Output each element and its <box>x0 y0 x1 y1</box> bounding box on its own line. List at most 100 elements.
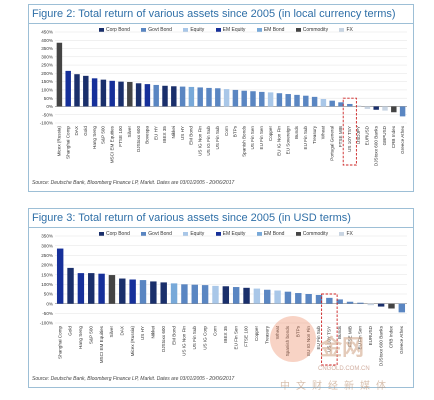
legend-swatch <box>99 27 104 32</box>
bar <box>320 99 327 107</box>
legend-swatch <box>141 27 147 32</box>
chart-title: Figure 3: Total return of various assets… <box>29 209 413 228</box>
x-tick-label: US IG Non Fin <box>182 326 187 356</box>
x-tick-label: USDJPY <box>356 126 361 144</box>
x-tick-label: MSCI EM Equities <box>99 325 104 363</box>
x-tick-label: BTPs <box>295 325 300 337</box>
bar <box>367 303 374 306</box>
bar <box>223 89 230 107</box>
legend-swatch <box>256 231 262 236</box>
x-tick-label: IBEX 35 <box>162 126 167 143</box>
y-tick-label: -50% <box>42 112 53 117</box>
bar <box>201 285 209 304</box>
legend-item-emequity: EM Equity <box>215 231 245 237</box>
y-tick-label: 300% <box>41 54 53 59</box>
bar <box>67 267 74 304</box>
x-tick-label: CRB Index <box>391 125 396 148</box>
x-tick-label: US HY <box>180 126 185 140</box>
x-tick-label: DJStoxx 600 <box>161 326 166 352</box>
y-tick-label: -50% <box>42 311 53 316</box>
bar <box>135 83 142 107</box>
x-tick-label: FTSE MIB <box>347 326 352 347</box>
bar <box>100 79 107 107</box>
y-tick-label: 350% <box>41 46 53 51</box>
x-tick-label: DJStoxx 600 Banks <box>378 325 383 366</box>
y-tick-label: 350% <box>41 234 53 239</box>
bar <box>206 87 212 107</box>
legend-swatch <box>295 27 301 32</box>
x-tick-label: US HY <box>140 326 145 340</box>
bar <box>305 294 312 304</box>
legend-swatch <box>99 231 104 236</box>
bar <box>188 86 195 107</box>
legend-item-embond: EM Bond <box>256 231 284 237</box>
legend-swatch <box>339 27 345 32</box>
bar <box>212 285 219 304</box>
watermark-logo: 金网 <box>320 335 365 361</box>
x-tick-label: Treasury <box>312 125 317 144</box>
bar <box>153 84 159 107</box>
bar <box>364 106 371 109</box>
legend-item-fx: FX <box>339 231 353 237</box>
bar <box>357 302 364 304</box>
legend-item-commodity: Commodity <box>295 27 328 33</box>
x-tick-label: Corn <box>213 326 218 336</box>
bar <box>56 248 64 304</box>
legend-swatch <box>339 231 345 236</box>
bar <box>336 299 343 304</box>
y-tick-label: 250% <box>41 253 53 258</box>
legend-swatch <box>215 231 221 236</box>
legend-swatch <box>183 231 189 236</box>
x-tick-label: EU Fin Sen <box>259 126 264 150</box>
bar <box>232 287 240 304</box>
x-tick-label: EURUSD <box>365 125 370 145</box>
x-tick-label: Spanish bonds <box>285 325 290 356</box>
chart-panel-local-currency: Figure 2: Total return of various assets… <box>28 4 414 192</box>
x-tick-label: US IG Corp <box>202 326 207 350</box>
bar <box>398 303 406 313</box>
chart-legend: Corp Bond Govt Bond Equity EM Equity EM … <box>99 27 363 33</box>
x-tick-label: Micex (Russia) <box>130 326 135 357</box>
x-tick-label: EU Fin Sub <box>316 326 321 350</box>
bar <box>284 291 292 304</box>
legend-item-govt: Govt Bond <box>141 231 172 237</box>
legend-item-fx: FX <box>339 27 353 33</box>
x-tick-label: FTSE MIB <box>338 126 343 147</box>
x-tick-label: Micex (Russia) <box>57 126 62 157</box>
x-tick-label: Greece Athex <box>399 325 404 354</box>
x-tick-label: EU Sovereign <box>285 126 290 155</box>
bar <box>285 94 291 107</box>
x-tick-label: US 10Y TSY <box>327 326 332 352</box>
y-tick-label: -100% <box>40 321 53 326</box>
y-tick-label: 200% <box>41 263 53 268</box>
legend-item-commodity: Commodity <box>295 231 328 237</box>
watermark-seal <box>270 316 316 362</box>
y-tick-label: 400% <box>41 38 53 43</box>
bar <box>329 100 335 107</box>
x-tick-label: Bunds <box>294 125 299 139</box>
bar <box>91 78 98 107</box>
bar <box>377 303 385 307</box>
bar-chart: 450% 400% 350% 300% 250% 200% 150% 100% 50% 0% -50… <box>40 30 407 166</box>
bar <box>129 279 136 304</box>
bar <box>338 102 344 107</box>
bar <box>274 290 281 304</box>
bar-chart: 350% 300% 250% 200% 150% 100% 50% 0% -50% -100% Sh… <box>40 234 407 366</box>
y-tick-label: 200% <box>41 71 53 76</box>
x-tick-label: IBEX 35 <box>223 326 228 343</box>
watermark-tagline: 中文财经新媒体 <box>280 381 392 392</box>
bar <box>65 70 71 107</box>
legend-item-corp: Corp Bond <box>99 231 130 237</box>
bar <box>191 284 198 304</box>
bar <box>267 92 274 107</box>
highlight-box <box>321 293 338 366</box>
x-tick-label: Bunds <box>337 325 342 339</box>
legend-item-equity: Equity <box>183 27 204 33</box>
bar <box>77 273 85 304</box>
x-tick-label: Silver <box>109 326 114 338</box>
legend-item-corp: Corp Bond <box>99 27 130 33</box>
x-tick-label: CRB Index <box>389 325 394 348</box>
x-tick-label: Bovespa <box>145 126 150 144</box>
x-tick-label: DAX <box>119 326 124 335</box>
x-tick-label: EM Bond <box>189 126 194 145</box>
